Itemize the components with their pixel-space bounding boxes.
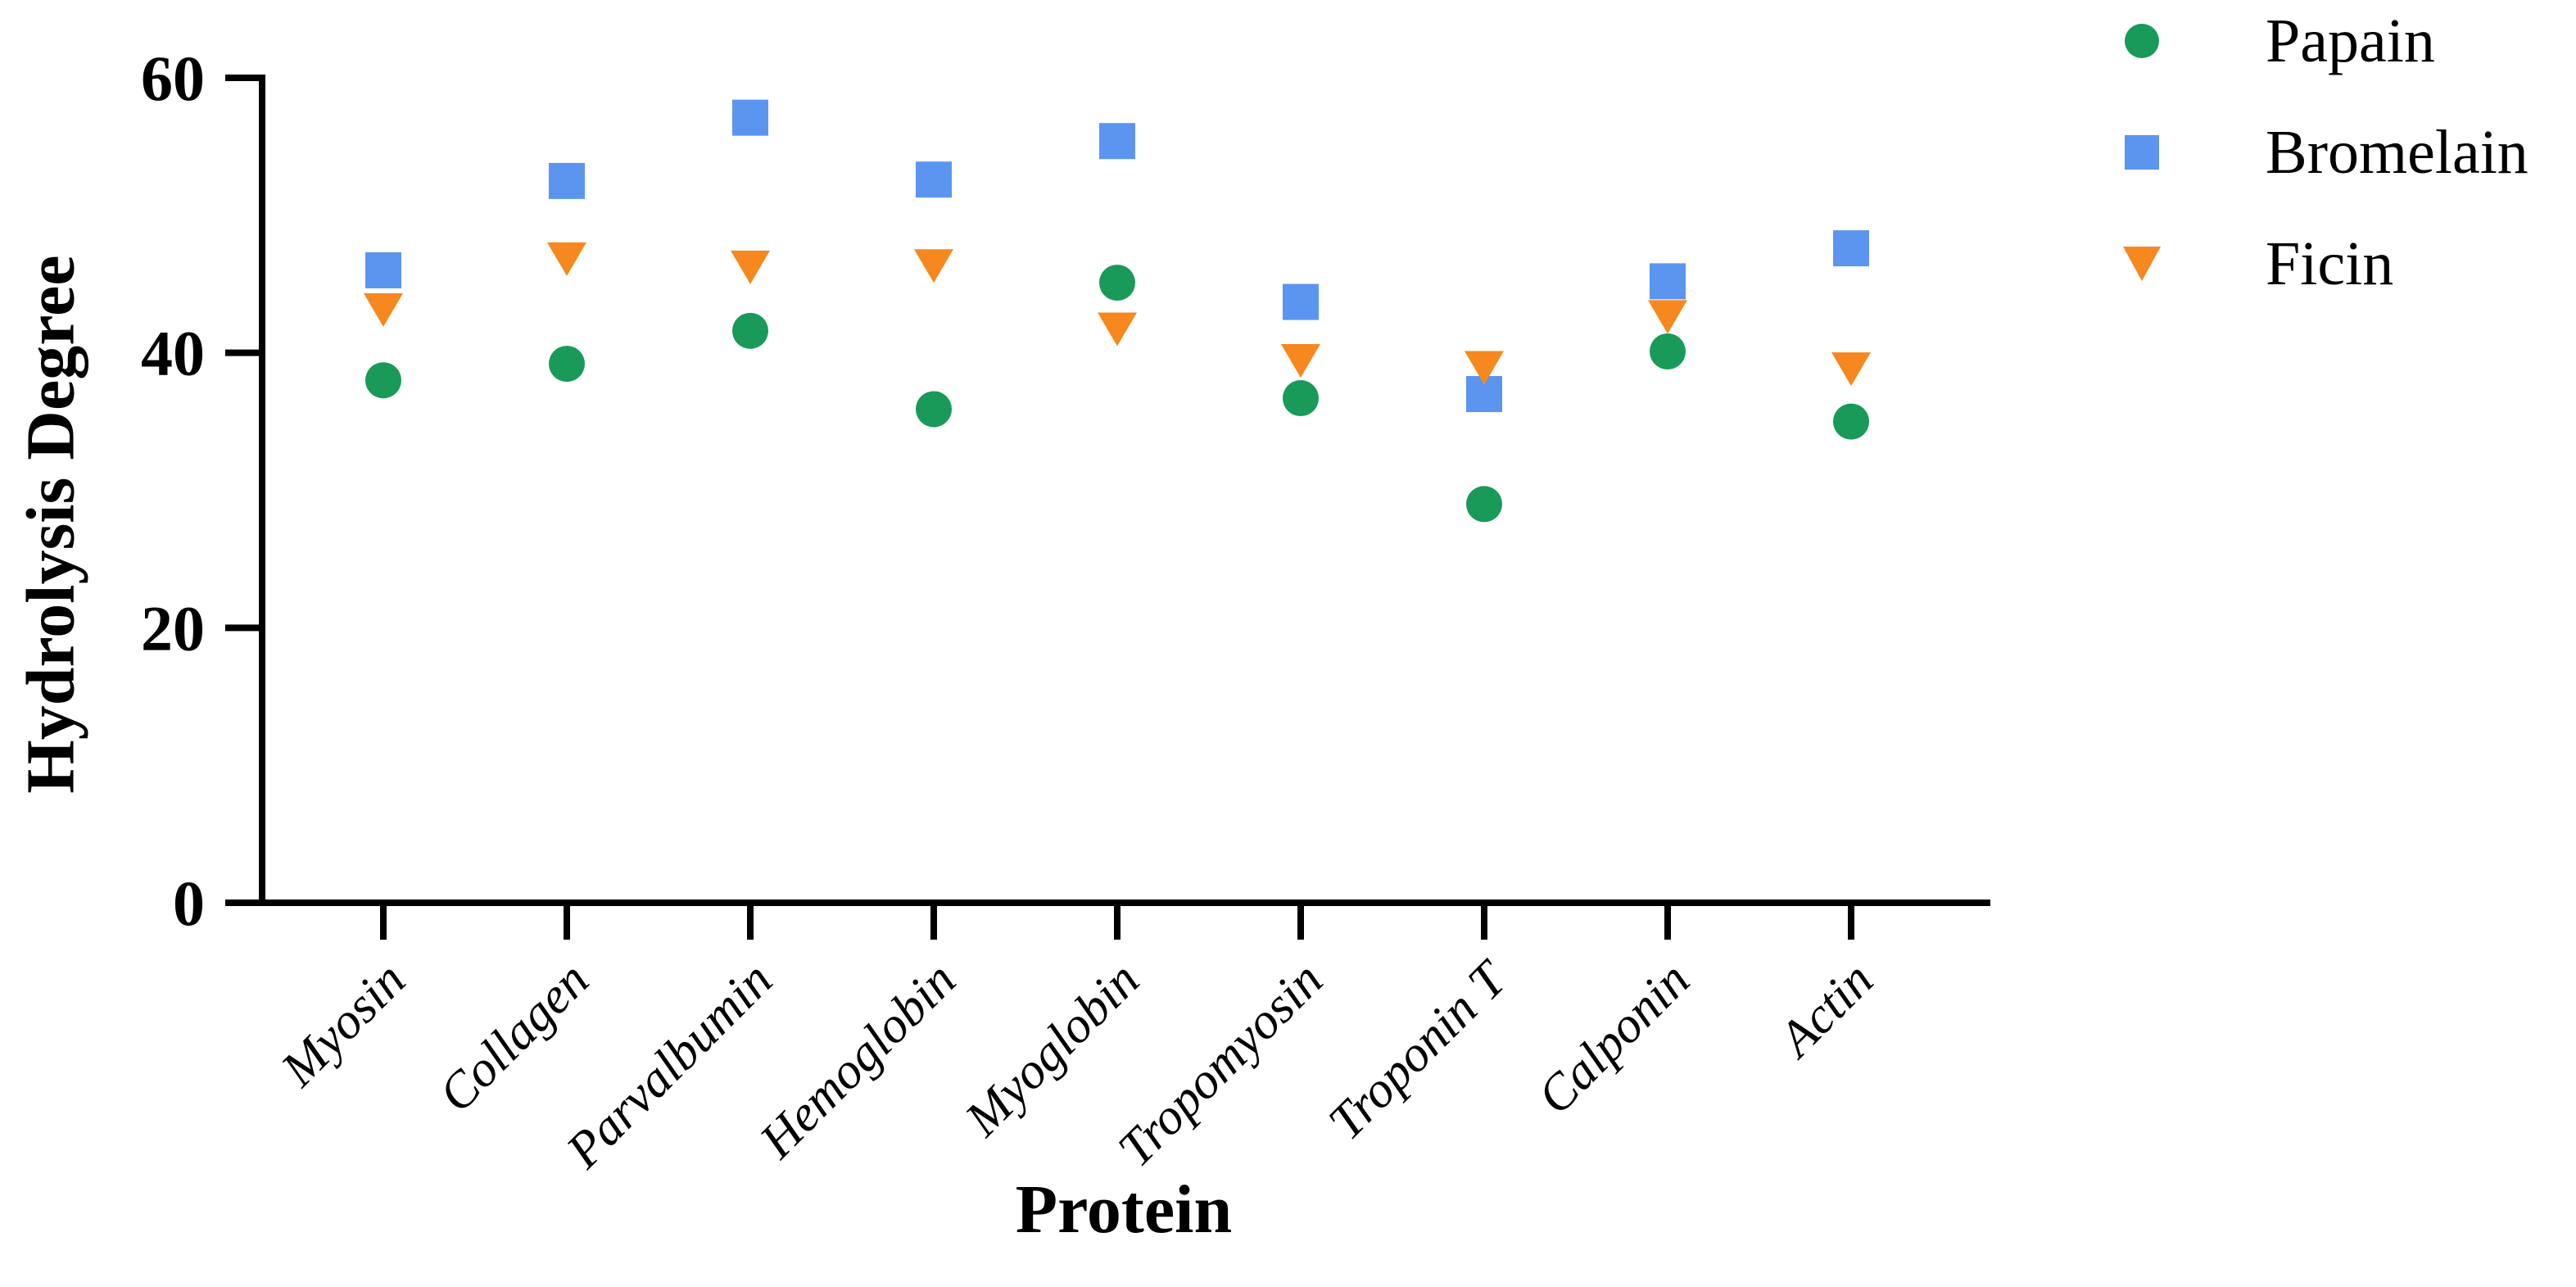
square-marker-icon <box>2123 134 2161 171</box>
data-point-bromelain-myosin <box>365 252 401 288</box>
data-point-papain-collagen <box>549 346 585 383</box>
data-point-bromelain-hemoglobin <box>916 161 952 198</box>
x-tick-label: Calponin <box>1528 952 1700 1125</box>
data-point-papain-hemoglobin <box>916 391 952 428</box>
data-point-ficin-collagen <box>547 242 586 276</box>
legend-item-papain: Papain <box>2123 2 2528 80</box>
y-axis-title: Hydrolysis Degree <box>12 255 89 794</box>
y-tick-label: 60 <box>141 43 205 114</box>
legend: Papain Bromelain Ficin <box>2123 2 2528 303</box>
x-axis-title: Protein <box>1015 1171 1233 1248</box>
data-point-bromelain-actin <box>1833 230 1869 267</box>
data-point-ficin-parvalbumin <box>731 250 770 284</box>
data-point-papain-troponin-t <box>1466 486 1502 523</box>
circle-marker-icon <box>2123 22 2161 60</box>
legend-label: Papain <box>2266 7 2435 75</box>
triangle-down-marker-icon <box>2123 245 2161 283</box>
data-point-ficin-troponin-t <box>1465 351 1504 385</box>
data-point-papain-actin <box>1833 403 1869 440</box>
data-point-bromelain-parvalbumin <box>732 99 768 136</box>
data-point-ficin-myoglobin <box>1098 312 1137 347</box>
y-tick-label: 0 <box>173 868 205 939</box>
y-tick-label: 20 <box>141 592 205 664</box>
data-point-papain-parvalbumin <box>732 312 768 349</box>
x-tick-label: Myoglobin <box>954 952 1150 1148</box>
x-tick-label: Actin <box>1766 952 1883 1069</box>
data-point-papain-calponin <box>1650 333 1686 369</box>
data-point-bromelain-tropomyosin <box>1283 283 1319 320</box>
data-point-ficin-hemoglobin <box>914 249 953 283</box>
data-point-ficin-calponin <box>1648 300 1687 334</box>
data-point-ficin-actin <box>1831 352 1871 387</box>
x-tick-label: Collagen <box>428 952 600 1123</box>
data-point-ficin-myosin <box>364 292 403 327</box>
data-point-bromelain-myoglobin <box>1099 123 1135 160</box>
data-point-papain-tropomyosin <box>1283 380 1319 417</box>
legend-item-bromelain: Bromelain <box>2123 113 2528 192</box>
x-tick-label: Myosin <box>270 952 416 1098</box>
data-point-papain-myoglobin <box>1099 265 1135 301</box>
x-tick-label: Troponin T <box>1318 949 1519 1151</box>
legend-item-ficin: Ficin <box>2123 224 2528 303</box>
x-tick-label: Hemoglobin <box>749 952 967 1170</box>
data-point-papain-myosin <box>365 362 401 399</box>
data-point-bromelain-calponin <box>1650 263 1686 300</box>
data-point-ficin-tropomyosin <box>1281 344 1320 378</box>
y-tick-label: 40 <box>141 318 205 389</box>
legend-label: Bromelain <box>2266 118 2528 187</box>
data-point-bromelain-collagen <box>549 162 585 199</box>
legend-label: Ficin <box>2266 229 2394 298</box>
